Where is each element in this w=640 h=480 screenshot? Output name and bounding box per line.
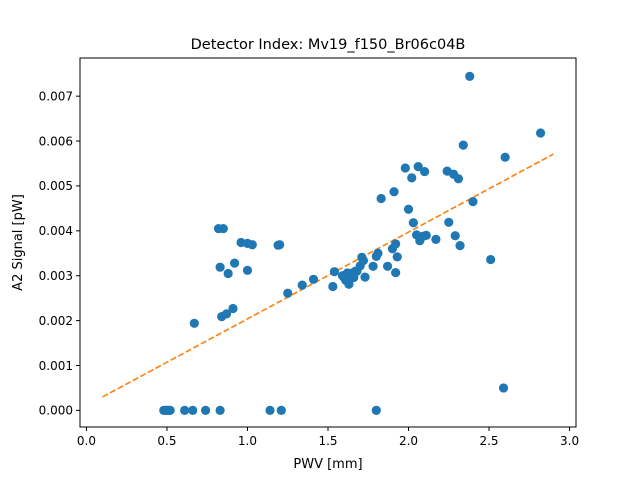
fit-line-layer [102,153,554,398]
y-axis-label: A2 Signal [pW] [11,194,26,291]
y-tick-label: 0.002 [39,314,73,328]
data-point [444,217,454,227]
data-point [455,241,465,251]
data-point [265,405,275,415]
data-point [328,281,338,292]
x-tick-label: 2.5 [479,434,498,448]
data-points-layer [159,71,546,415]
data-point [465,71,475,82]
x-axis-ticks: 0.0 0.5 1.0 1.5 2.0 2.5 3.0 [77,427,579,448]
data-point [188,405,198,415]
data-point [215,262,225,272]
data-point [242,265,253,275]
data-point [373,248,383,258]
data-point [535,128,546,138]
x-tick-label: 0.0 [77,434,96,448]
data-point [276,405,286,415]
data-point [308,274,319,284]
data-point [458,140,468,150]
data-point [371,405,381,415]
y-tick-label: 0.005 [39,179,73,193]
chart-title: Detector Index: Mv19_f150_Br06c04B [191,37,466,53]
data-point [215,405,225,415]
data-point [420,166,430,177]
data-point [221,309,232,319]
data-point [498,383,509,393]
data-point [408,218,418,228]
data-point [283,288,293,298]
data-point [382,261,393,271]
x-tick-label: 2.0 [399,434,418,448]
y-axis-ticks: 0.000 0.001 0.002 0.003 0.004 0.005 0.006 0.007 [39,89,80,418]
x-tick-label: 3.0 [560,434,579,448]
data-point [201,405,211,415]
data-point [468,197,478,207]
y-tick-label: 0.007 [39,89,73,103]
y-tick-label: 0.006 [39,134,73,148]
data-point [392,252,402,262]
data-point [486,254,496,265]
data-point [213,223,224,234]
y-tick-label: 0.000 [39,404,73,418]
data-point [297,280,307,290]
data-point [421,230,431,240]
data-point [189,318,199,328]
data-point [376,193,386,204]
y-tick-label: 0.003 [39,269,73,283]
y-tick-label: 0.004 [39,224,73,238]
data-point [223,268,233,279]
data-point [453,174,464,184]
data-point [165,405,175,415]
fit-line [102,153,554,398]
data-point [500,152,510,162]
x-tick-label: 0.5 [157,434,176,448]
data-point [391,239,401,249]
data-point [344,279,354,289]
data-point [403,204,414,214]
data-point [389,187,399,197]
data-point [360,272,370,282]
y-tick-label: 0.001 [39,359,73,373]
data-point [368,261,378,271]
data-point [228,303,238,314]
data-point [431,234,441,244]
data-point [407,173,417,183]
data-point [229,258,240,268]
data-point [275,240,285,250]
x-axis-label: PWV [mm] [293,457,362,472]
data-point [391,267,401,278]
x-tick-label: 1.5 [318,434,337,448]
data-point [413,162,423,172]
plot-area-frame [79,57,577,428]
data-point [247,240,257,250]
data-point [180,405,190,415]
data-point [358,255,369,266]
data-point [400,163,410,173]
data-point [329,267,340,277]
x-tick-label: 1.0 [238,434,257,448]
data-point [450,231,460,241]
